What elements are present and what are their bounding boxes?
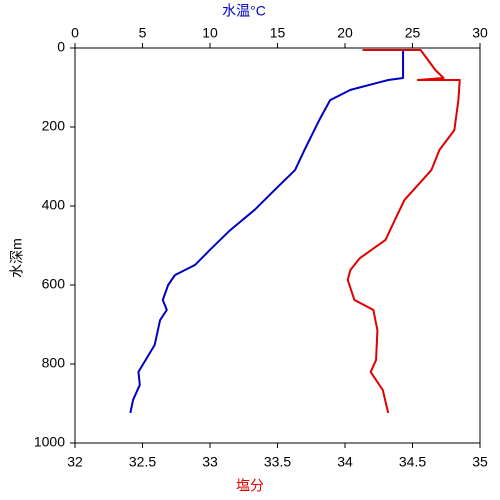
plot-frame	[74, 47, 481, 444]
x-axis-label: 塩分	[236, 478, 264, 494]
y-tick-label: 0	[57, 39, 65, 55]
profile-line	[129, 49, 405, 414]
profile-line	[346, 48, 461, 414]
x-top-tick-label: 20	[337, 25, 353, 41]
x-tick-label: 34.5	[399, 454, 426, 470]
x-top-tick-label: 25	[405, 25, 421, 41]
x-tick-label: 35	[472, 454, 488, 470]
y-tick-label: 1000	[34, 434, 65, 450]
x-tick-label: 33	[202, 454, 218, 470]
x-top-tick-label: 15	[270, 25, 286, 41]
y-tick-label: 600	[42, 276, 66, 292]
x-tick-label: 34	[337, 454, 353, 470]
y-tick-label: 400	[42, 197, 66, 213]
x-tick-label: 32	[67, 454, 83, 470]
x-top-axis-label: 水温°C	[222, 3, 266, 19]
x-top-tick-label: 10	[202, 25, 218, 41]
x-top-tick-label: 0	[71, 25, 79, 41]
x-tick-label: 33.5	[264, 454, 291, 470]
y-tick-label: 200	[42, 118, 66, 134]
y-axis-label: 水深m	[9, 238, 25, 278]
y-tick-label: 800	[42, 355, 66, 371]
x-top-tick-label: 5	[139, 25, 147, 41]
x-top-tick-label: 30	[472, 25, 488, 41]
x-tick-label: 32.5	[129, 454, 156, 470]
